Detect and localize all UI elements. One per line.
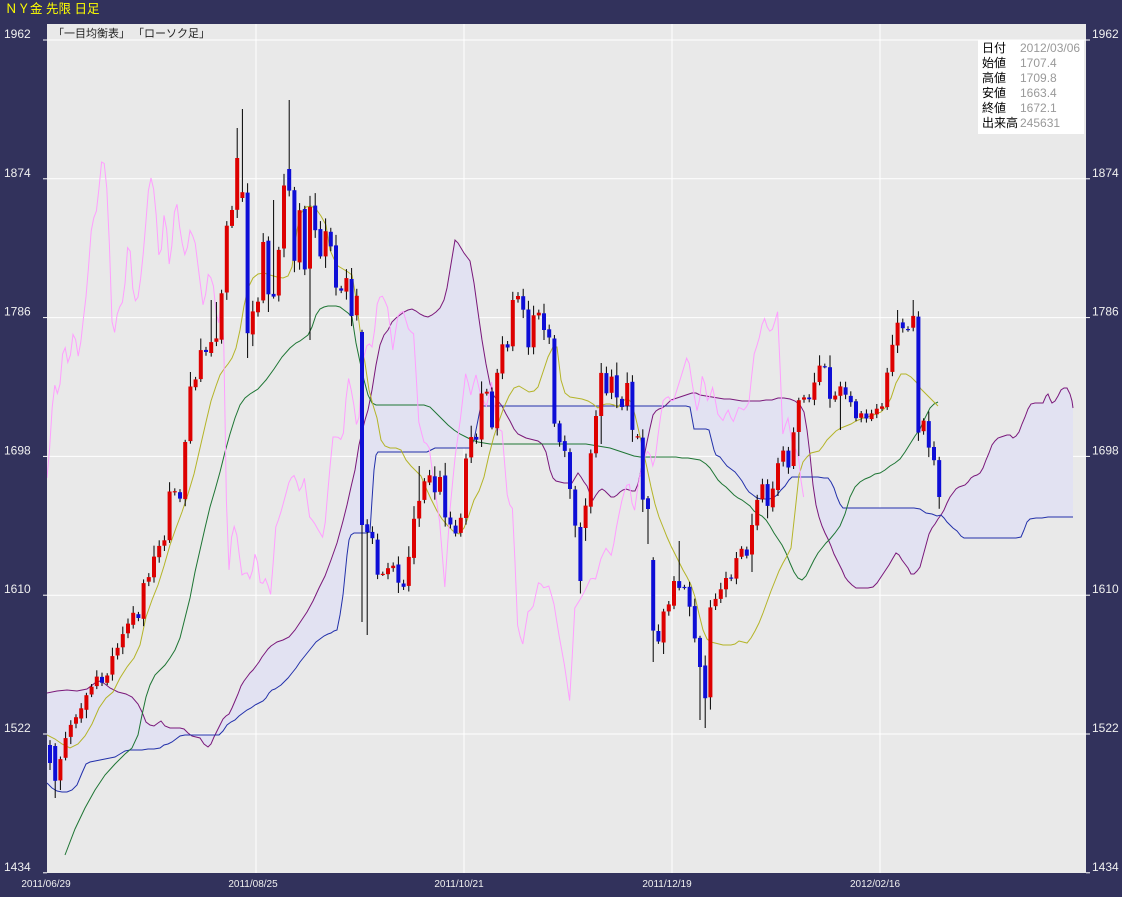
svg-text:安値: 安値 [982,85,1006,100]
svg-text:1672.1: 1672.1 [1020,101,1057,115]
svg-text:1610: 1610 [1092,582,1119,596]
svg-text:1434: 1434 [1092,860,1119,874]
svg-text:1434: 1434 [4,860,31,874]
svg-text:1610: 1610 [4,582,31,596]
svg-text:245631: 245631 [1020,116,1060,130]
svg-text:1786: 1786 [1092,305,1119,319]
svg-text:1874: 1874 [4,166,31,180]
svg-text:始値: 始値 [982,55,1006,70]
svg-text:1522: 1522 [1092,721,1119,735]
svg-text:出来高: 出来高 [982,115,1018,130]
svg-text:1698: 1698 [1092,443,1119,457]
svg-text:「一目均衡表」 「ローソク足」: 「一目均衡表」 「ローソク足」 [53,26,210,40]
svg-text:終値: 終値 [982,100,1006,115]
svg-text:1698: 1698 [4,443,31,457]
svg-text:1962: 1962 [1092,27,1119,41]
svg-text:1663.4: 1663.4 [1020,86,1057,100]
svg-text:1707.4: 1707.4 [1020,56,1057,70]
svg-text:2011/08/25: 2011/08/25 [228,879,278,890]
svg-text:2011/10/21: 2011/10/21 [434,879,484,890]
svg-text:1709.8: 1709.8 [1020,71,1057,85]
svg-text:2012/03/06: 2012/03/06 [1020,41,1080,55]
svg-text:1786: 1786 [4,305,31,319]
svg-text:2011/12/19: 2011/12/19 [642,879,692,890]
svg-text:2012/02/16: 2012/02/16 [850,879,900,890]
svg-text:高値: 高値 [982,70,1006,85]
svg-text:2011/06/29: 2011/06/29 [21,879,71,890]
svg-text:1522: 1522 [4,721,31,735]
svg-text:ＮＹ金 先限 日足: ＮＹ金 先限 日足 [5,1,100,16]
svg-text:1874: 1874 [1092,166,1119,180]
svg-text:1962: 1962 [4,27,31,41]
svg-text:日付: 日付 [982,41,1006,55]
